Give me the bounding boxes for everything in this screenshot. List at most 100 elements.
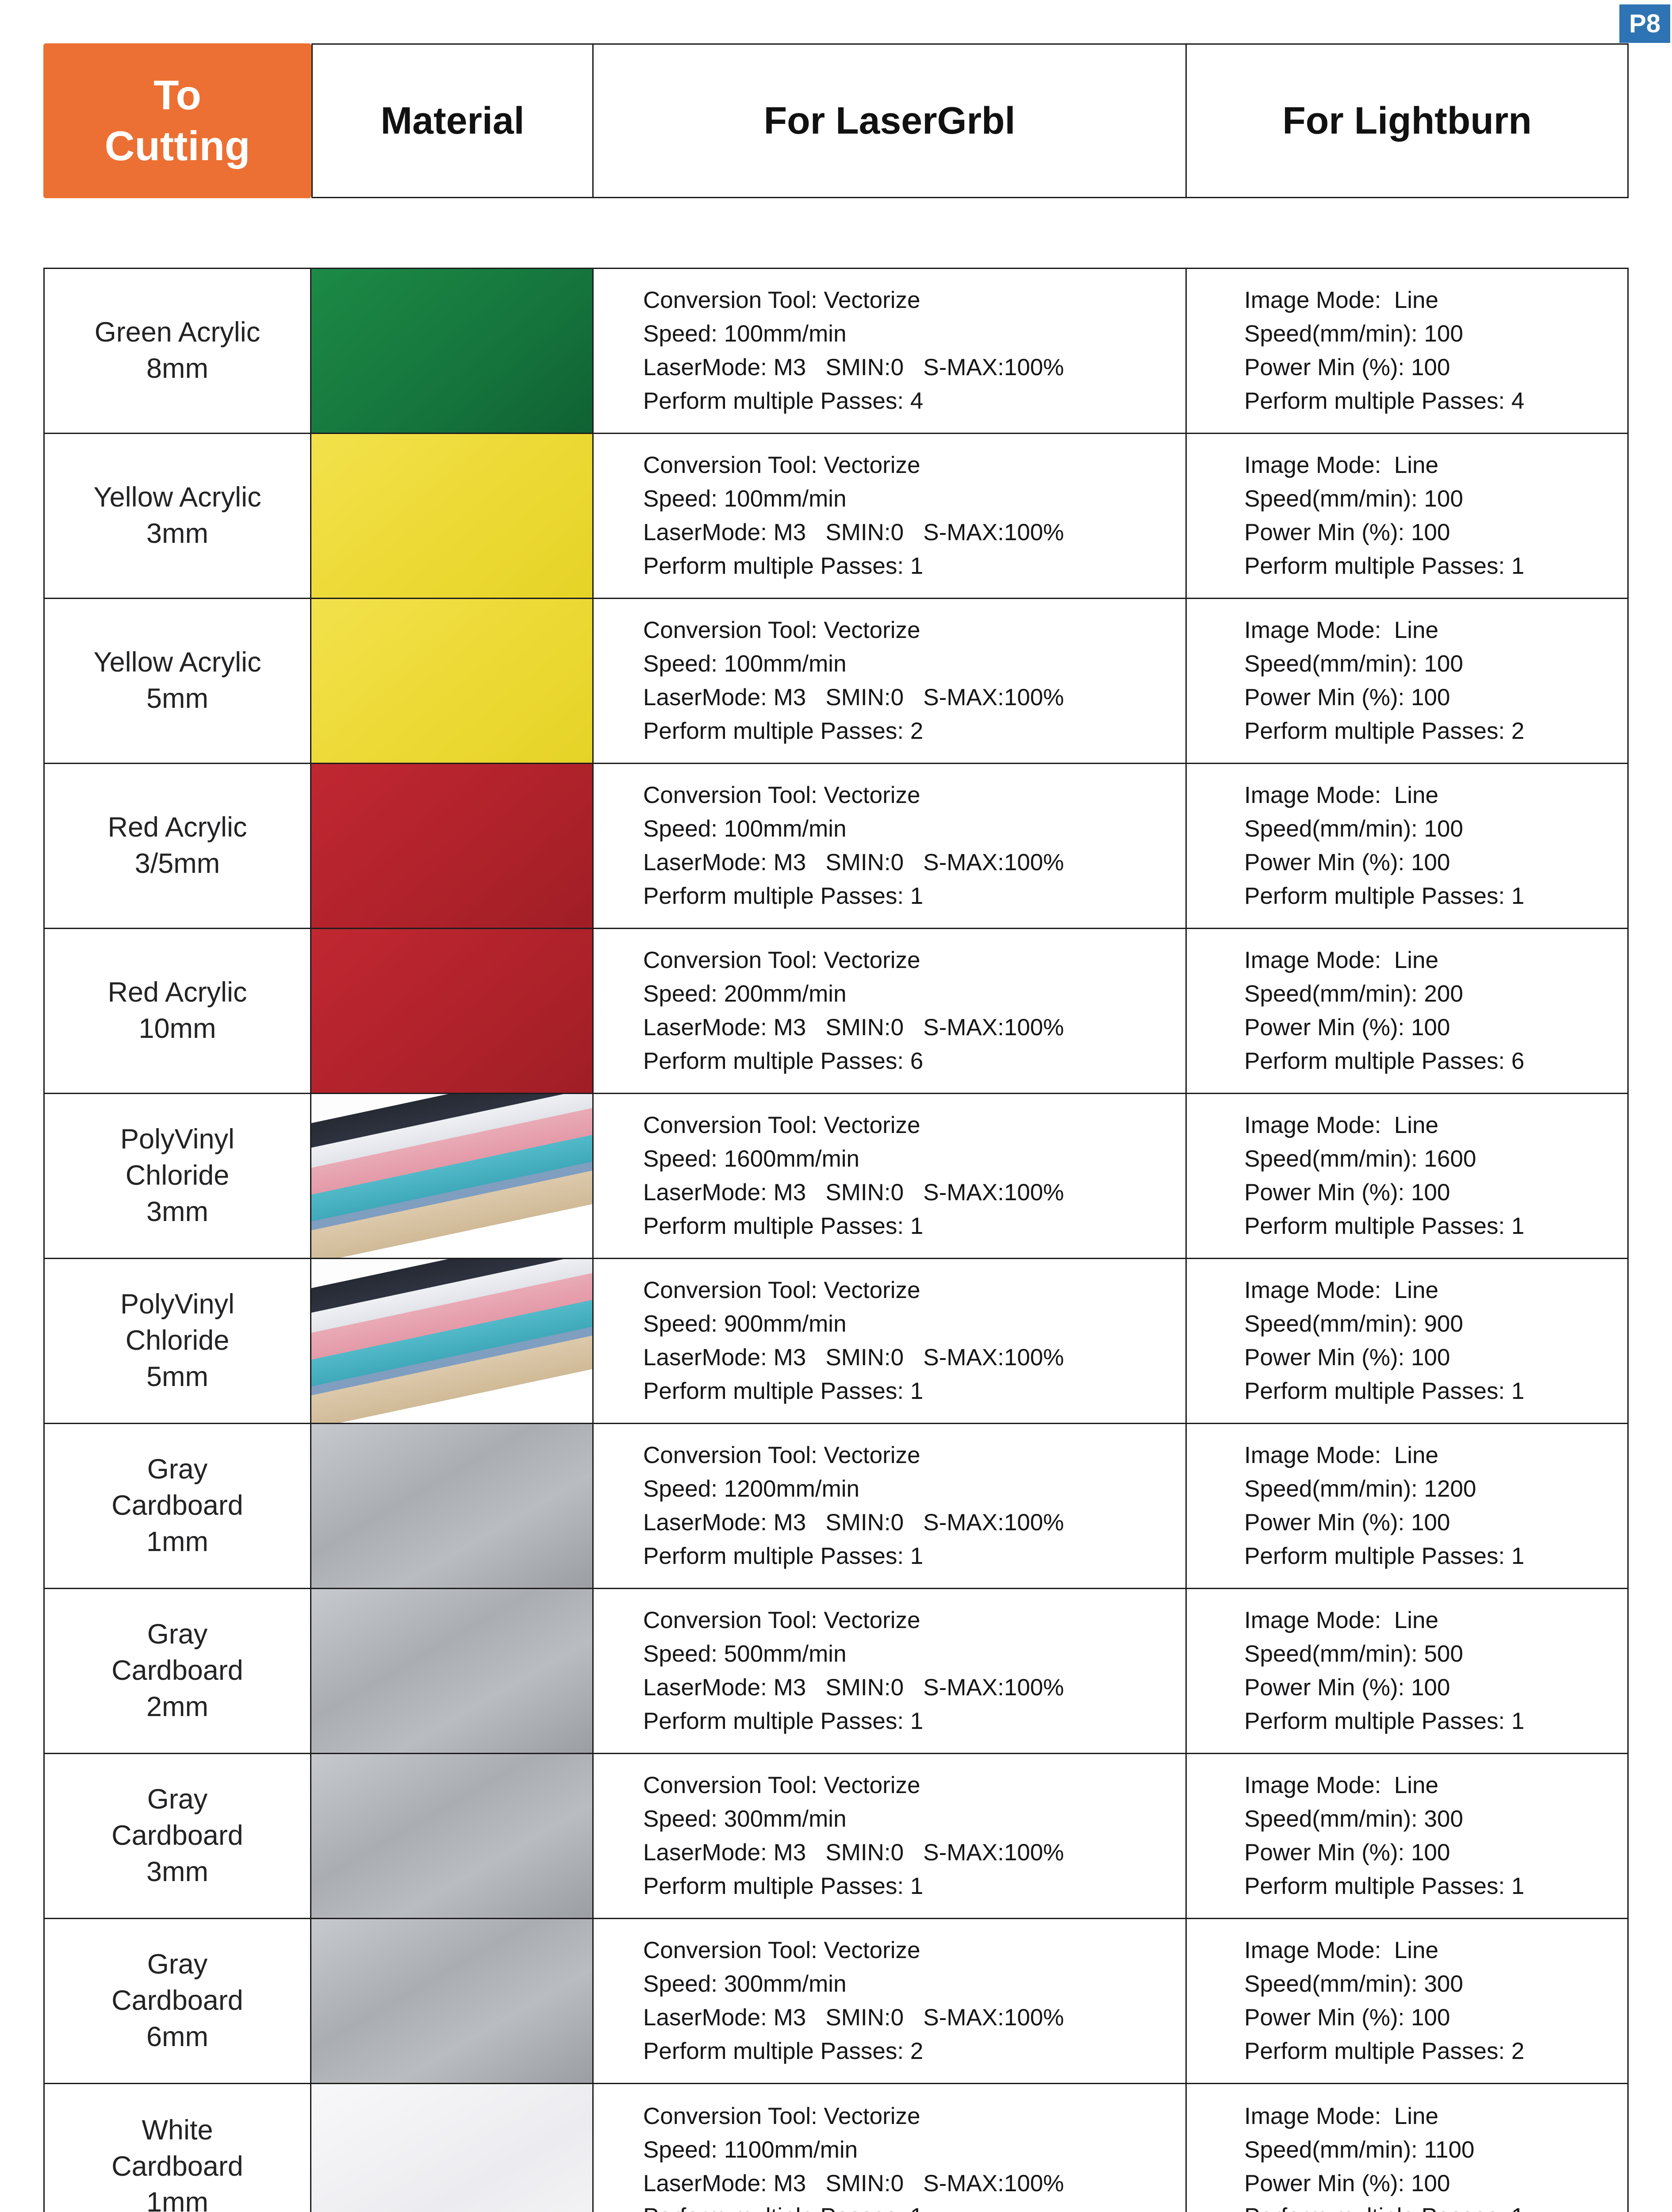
lightburn-settings: Image Mode: Line Speed(mm/min): 300 Powe… [1187,1754,1627,1918]
setting-line-power-min: Power Min (%): 100 [1244,1344,1450,1371]
setting-line-power-min: Power Min (%): 100 [1244,1674,1450,1701]
setting-line-speed: Speed: 200mm/min [643,981,847,1007]
setting-line-speed: Speed(mm/min): 100 [1244,321,1463,347]
lightburn-settings: Image Mode: Line Speed(mm/min): 500 Powe… [1187,1589,1627,1753]
setting-line-passes: Perform multiple Passes: 2 [643,718,924,744]
setting-line-power-min: Power Min (%): 100 [1244,1014,1450,1041]
material-photo [311,1919,592,2083]
table-row: Red Acrylic 10mm Conversion Tool: Vector… [45,929,1627,1094]
setting-line-passes: Perform multiple Passes: 1 [643,1543,924,1569]
setting-line-conversion-tool: Conversion Tool: Vectorize [643,2103,920,2129]
setting-line-conversion-tool: Conversion Tool: Vectorize [643,617,920,644]
setting-line-passes: Perform multiple Passes: 1 [643,1873,924,1899]
material-photo [311,269,592,433]
setting-line-power-min: Power Min (%): 100 [1244,1509,1450,1536]
material-photo [311,1424,592,1588]
material-name: PolyVinyl Chloride 5mm [45,1259,311,1423]
material-name: Gray Cardboard 2mm [45,1589,311,1753]
material-name: White Cardboard 1mm [45,2084,311,2212]
material-swatch-cell [311,1919,594,2083]
material-swatch-cell [311,1424,594,1588]
setting-line-power-min: Power Min (%): 100 [1244,519,1450,545]
setting-line-image-mode: Image Mode: Line [1244,1772,1438,1799]
setting-line-passes: Perform multiple Passes: 1 [1244,553,1525,579]
setting-line-lasermode: LaserMode: M3 SMIN:0 S-MAX:100% [643,1839,1064,1866]
material-photo [311,1589,592,1753]
lasergrbl-settings: Conversion Tool: Vectorize Speed: 100mm/… [594,434,1187,598]
column-header-material: Material [311,43,594,198]
material-swatch-cell [311,929,594,1093]
material-swatch-cell [311,1094,594,1258]
setting-line-speed: Speed(mm/min): 100 [1244,651,1463,677]
lasergrbl-settings: Conversion Tool: Vectorize Speed: 100mm/… [594,269,1187,433]
setting-line-passes: Perform multiple Passes: 1 [643,1708,924,1734]
lightburn-settings: Image Mode: Line Speed(mm/min): 1600 Pow… [1187,1094,1627,1258]
setting-line-speed: Speed(mm/min): 300 [1244,1971,1463,1997]
table-row: PolyVinyl Chloride 3mm Conversion Tool: … [45,1094,1627,1259]
setting-line-lasermode: LaserMode: M3 SMIN:0 S-MAX:100% [643,684,1064,710]
setting-line-image-mode: Image Mode: Line [1244,947,1438,974]
table-header: To Cutting Material For LaserGrbl For Li… [43,43,1629,198]
lasergrbl-settings: Conversion Tool: Vectorize Speed: 1200mm… [594,1424,1187,1588]
setting-line-passes: Perform multiple Passes: 6 [643,1048,924,1074]
setting-line-speed: Speed: 1200mm/min [643,1476,860,1502]
setting-line-passes: Perform multiple Passes: 2 [643,2038,924,2064]
page-number-badge: P8 [1619,4,1670,43]
setting-line-passes: Perform multiple Passes: 6 [1244,1048,1525,1074]
setting-line-lasermode: LaserMode: M3 SMIN:0 S-MAX:100% [643,1014,1064,1041]
lasergrbl-settings: Conversion Tool: Vectorize Speed: 1100mm… [594,2084,1187,2212]
setting-line-conversion-tool: Conversion Tool: Vectorize [643,947,920,974]
setting-line-speed: Speed(mm/min): 1100 [1244,2136,1475,2163]
setting-line-speed: Speed(mm/min): 100 [1244,486,1463,512]
setting-line-speed: Speed: 300mm/min [643,1971,847,1997]
setting-line-speed: Speed(mm/min): 100 [1244,816,1463,842]
setting-line-passes: Perform multiple Passes: 1 [1244,1708,1525,1734]
setting-line-image-mode: Image Mode: Line [1244,452,1438,479]
setting-line-speed: Speed: 500mm/min [643,1641,847,1667]
table-row: Red Acrylic 3/5mm Conversion Tool: Vecto… [45,764,1627,929]
lightburn-settings: Image Mode: Line Speed(mm/min): 100 Powe… [1187,599,1627,763]
lightburn-settings: Image Mode: Line Speed(mm/min): 200 Powe… [1187,929,1627,1093]
material-name: Gray Cardboard 6mm [45,1919,311,2083]
lightburn-settings: Image Mode: Line Speed(mm/min): 300 Powe… [1187,1919,1627,2083]
material-photo [311,434,592,598]
material-photo [311,599,592,763]
material-swatch-cell [311,269,594,433]
setting-line-lasermode: LaserMode: M3 SMIN:0 S-MAX:100% [643,1674,1064,1701]
setting-line-passes: Perform multiple Passes: 1 [643,1213,924,1239]
setting-line-conversion-tool: Conversion Tool: Vectorize [643,1277,920,1304]
lightburn-settings: Image Mode: Line Speed(mm/min): 1100 Pow… [1187,2084,1627,2212]
column-header-lightburn: For Lightburn [1187,43,1629,198]
setting-line-power-min: Power Min (%): 100 [1244,849,1450,876]
table-row: Gray Cardboard 3mm Conversion Tool: Vect… [45,1754,1627,1919]
setting-line-power-min: Power Min (%): 100 [1244,2170,1450,2197]
setting-line-passes: Perform multiple Passes: 1 [1244,1378,1525,1404]
material-swatch-cell [311,434,594,598]
lasergrbl-settings: Conversion Tool: Vectorize Speed: 200mm/… [594,929,1187,1093]
setting-line-speed: Speed: 100mm/min [643,486,847,512]
table-row: PolyVinyl Chloride 5mm Conversion Tool: … [45,1259,1627,1424]
setting-line-speed: Speed(mm/min): 1200 [1244,1476,1476,1502]
setting-line-passes: Perform multiple Passes: 1 [643,2200,1172,2212]
setting-line-passes: Perform multiple Passes: 1 [643,1378,924,1404]
lasergrbl-settings: Conversion Tool: Vectorize Speed: 100mm/… [594,764,1187,928]
material-swatch-cell [311,2084,594,2212]
setting-line-image-mode: Image Mode: Line [1244,1607,1438,1634]
table-row: Gray Cardboard 2mm Conversion Tool: Vect… [45,1589,1627,1754]
setting-line-speed: Speed: 300mm/min [643,1806,847,1832]
setting-line-conversion-tool: Conversion Tool: Vectorize [643,1937,920,1964]
setting-line-power-min: Power Min (%): 100 [1244,684,1450,710]
setting-line-passes: Perform multiple Passes: 1 [1244,883,1525,909]
setting-line-conversion-tool: Conversion Tool: Vectorize [643,1607,920,1634]
material-photo [311,1259,592,1423]
setting-line-passes: Perform multiple Passes: 1 [1244,1213,1525,1239]
setting-line-speed: Speed: 100mm/min [643,651,847,677]
setting-line-passes: Perform multiple Passes: 2 [1244,2038,1525,2064]
setting-line-passes: Perform multiple Passes: 1 [643,883,924,909]
setting-line-power-min: Power Min (%): 100 [1244,2005,1450,2031]
table-row: Gray Cardboard 1mm Conversion Tool: Vect… [45,1424,1627,1589]
setting-line-lasermode: LaserMode: M3 SMIN:0 S-MAX:100% [643,2170,1064,2197]
setting-line-image-mode: Image Mode: Line [1244,782,1438,809]
lasergrbl-settings: Conversion Tool: Vectorize Speed: 500mm/… [594,1589,1187,1753]
setting-line-speed: Speed: 100mm/min [643,321,847,347]
